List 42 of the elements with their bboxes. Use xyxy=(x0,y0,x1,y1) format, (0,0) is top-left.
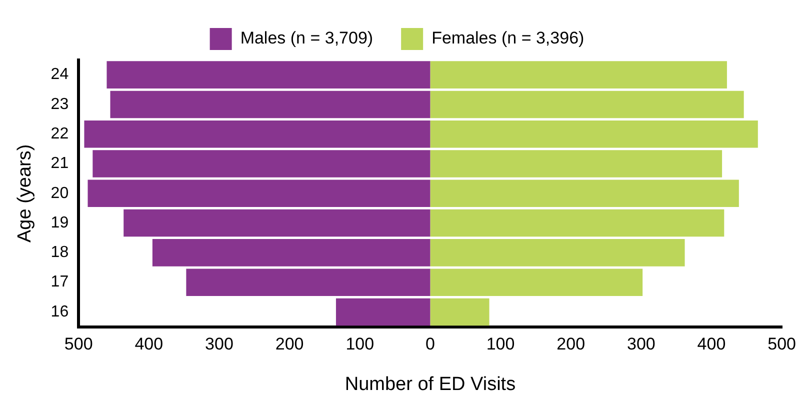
y-tick-label: 17 xyxy=(50,274,69,291)
bar xyxy=(186,268,430,296)
x-tick-label: 400 xyxy=(697,334,726,354)
x-tick-label: 100 xyxy=(486,334,515,354)
bar xyxy=(110,90,430,118)
x-tick-label: 300 xyxy=(205,334,234,354)
legend-label: Females (n = 3,396) xyxy=(432,28,584,48)
bar xyxy=(430,298,490,326)
x-tick-label: 100 xyxy=(346,334,374,354)
y-tick-label: 19 xyxy=(50,214,69,232)
bar xyxy=(430,150,722,178)
bar xyxy=(430,180,739,208)
bar xyxy=(430,120,758,148)
bar xyxy=(88,180,430,208)
x-tick-label: 200 xyxy=(275,334,304,354)
x-tick-label: 200 xyxy=(556,334,586,354)
x-tick-label: 300 xyxy=(626,334,656,354)
x-tick-label: 500 xyxy=(64,334,93,354)
x-tick-label: 400 xyxy=(134,334,164,354)
bar xyxy=(430,90,744,118)
y-tick-label: 16 xyxy=(50,303,69,320)
bar xyxy=(430,61,727,88)
x-axis-title: Number of ED Visits xyxy=(344,374,516,395)
bar xyxy=(336,298,430,326)
x-tick-label: 500 xyxy=(768,334,796,354)
y-tick-label: 22 xyxy=(50,126,69,143)
legend-label: Males (n = 3,709) xyxy=(240,28,374,48)
bar xyxy=(430,268,643,296)
y-tick-label: 24 xyxy=(50,66,69,84)
bar xyxy=(92,150,430,178)
y-axis-title: Age (years) xyxy=(14,144,36,242)
x-tick-label: 0 xyxy=(425,334,435,354)
bar xyxy=(152,239,430,266)
y-tick-label: 20 xyxy=(50,184,69,202)
bar xyxy=(106,61,430,88)
bar xyxy=(430,239,685,266)
y-tick-label: 21 xyxy=(50,155,69,172)
bar xyxy=(430,209,724,237)
bar xyxy=(124,209,430,237)
bar xyxy=(84,120,430,148)
y-tick-label: 18 xyxy=(50,244,69,262)
y-tick-label: 23 xyxy=(50,96,69,113)
